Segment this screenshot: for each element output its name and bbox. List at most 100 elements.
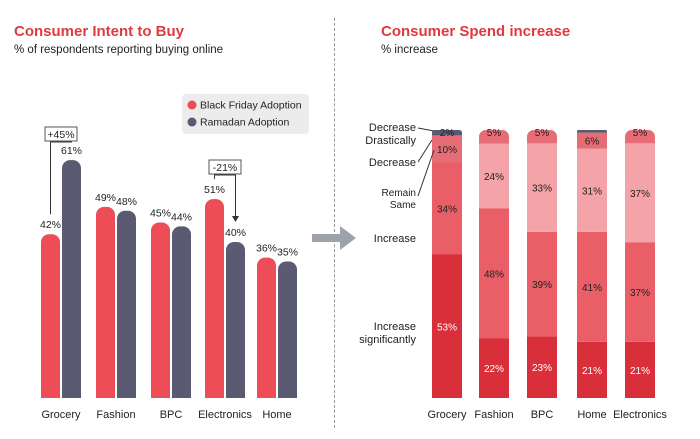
right-chart-title: Consumer Spend increase — [381, 23, 571, 40]
stacked-bar-electronics: 21% 37% 37% 5% — [624, 128, 655, 398]
segment-label-home-2: 31% — [582, 186, 602, 197]
stacked-bar-fashion: 22% 48% 24% 5% — [479, 128, 509, 398]
bar-grocery-series-1 — [62, 160, 81, 398]
segment-grocery-0 — [432, 254, 462, 398]
segment-label-fashion-1: 48% — [484, 269, 504, 280]
data-label-bpc-series-0: 45% — [150, 208, 171, 220]
callout-box-grocery — [44, 126, 78, 142]
legend-label-1: Ramadan Adoption — [200, 117, 289, 129]
right-chart-subtitle: % increase — [381, 44, 438, 56]
segment-label-bpc-2: 33% — [532, 184, 552, 195]
data-label-fashion-series-0: 49% — [95, 192, 116, 204]
x-tick-label-grocery: Grocery — [427, 409, 467, 421]
segment-electronics-1 — [625, 242, 655, 342]
segment-label-bpc-3: 5% — [535, 128, 550, 139]
stacked-bar-grocery: 53% 34% 10% 2% — [432, 128, 462, 398]
segment-home-0 — [577, 341, 607, 398]
bar-electronics-series-1 — [226, 242, 245, 398]
segment-label-bpc-0: 23% — [532, 363, 552, 374]
segment-home-3 — [577, 132, 607, 149]
data-label-home-series-0: 36% — [256, 243, 277, 255]
x-tick-label-grocery: Grocery — [41, 409, 81, 421]
data-label-grocery-series-0: 42% — [40, 219, 61, 231]
segment-label-electronics-3: 5% — [633, 128, 648, 139]
segment-label-bpc-1: 39% — [532, 280, 552, 291]
segment-label-fashion-3: 5% — [487, 128, 502, 139]
callout-arrow-icon-electronics — [232, 216, 239, 222]
segment-grocery-4 — [432, 130, 462, 136]
x-tick-label-bpc: BPC — [160, 409, 183, 421]
bar-electronics-series-0 — [205, 199, 224, 398]
bar-grocery-series-0 — [41, 234, 60, 398]
left-chart-title: Consumer Intent to Buy — [14, 23, 185, 40]
segment-label-fashion-2: 24% — [484, 172, 504, 183]
segment-label-electronics-2: 37% — [630, 189, 650, 200]
segment-fashion-1 — [479, 208, 509, 339]
data-label-home-series-1: 35% — [277, 247, 298, 259]
segment-electronics-3 — [624, 130, 655, 144]
segment-bpc-3 — [527, 130, 557, 144]
segment-label-fashion-0: 22% — [484, 364, 504, 375]
bar-fashion-series-0 — [96, 206, 115, 398]
legend-swatch-0 — [187, 100, 197, 110]
callout-label-grocery: +45% — [47, 129, 74, 141]
bar-bpc-series-1 — [172, 226, 191, 398]
bar-fashion-series-1 — [117, 210, 136, 398]
segment-label-electronics-0: 21% — [630, 366, 650, 377]
level-label-3: Decrease — [369, 157, 416, 169]
level-label-1: Increase — [374, 233, 416, 245]
bar-home-series-1 — [278, 261, 297, 398]
callout-box-electronics — [208, 159, 242, 175]
segment-label-grocery-3: 10% — [437, 145, 457, 156]
segment-label-home-1: 41% — [582, 283, 602, 294]
segment-label-grocery-4: 2% — [440, 128, 455, 139]
segment-fashion-2 — [479, 143, 509, 209]
leader-line-decrease-drastically — [417, 127, 435, 132]
segment-electronics-2 — [625, 143, 655, 243]
x-tick-label-electronics: Electronics — [613, 409, 667, 421]
x-tick-label-home: Home — [577, 409, 606, 421]
segment-fashion-0 — [479, 338, 509, 398]
legend-box — [182, 94, 309, 134]
legend: Black Friday Adoption Ramadan Adoption — [182, 94, 309, 134]
segment-home-4 — [577, 130, 607, 133]
stacked-bar-bpc: 23% 39% 33% 5% — [527, 128, 557, 398]
segment-label-grocery-1: 34% — [437, 205, 457, 216]
x-tick-label-fashion: Fashion — [474, 409, 513, 421]
legend-swatch-1 — [187, 117, 197, 127]
segment-bpc-0 — [527, 336, 557, 398]
data-label-bpc-series-1: 44% — [171, 211, 192, 223]
segment-bpc-1 — [527, 231, 557, 337]
bar-home-series-0 — [257, 257, 276, 398]
segment-label-electronics-1: 37% — [630, 288, 650, 299]
segment-fashion-3 — [479, 130, 509, 144]
x-tick-label-electronics: Electronics — [198, 409, 252, 421]
stacked-bar-home: 21% 41% 31% 6% — [577, 130, 607, 398]
x-tick-label-home: Home — [262, 409, 291, 421]
callout-line-electronics — [214, 174, 236, 216]
bar-bpc-series-0 — [151, 222, 170, 398]
segment-bpc-2 — [527, 143, 557, 232]
segment-home-2 — [577, 148, 607, 232]
segment-label-home-3: 6% — [585, 137, 600, 148]
level-label-0: Increase significantly — [359, 321, 416, 346]
data-label-fashion-series-1: 48% — [116, 196, 137, 208]
left-chart-subtitle: % of respondents reporting buying online — [14, 44, 224, 56]
panel-divider — [334, 18, 335, 428]
callout-label-electronics: -21% — [213, 162, 238, 174]
data-label-grocery-series-1: 61% — [61, 145, 82, 157]
leader-line-remain-same — [417, 149, 435, 197]
x-tick-label-bpc: BPC — [531, 409, 554, 421]
legend-label-0: Black Friday Adoption — [200, 100, 302, 112]
leader-line-decrease — [417, 139, 433, 163]
x-tick-label-fashion: Fashion — [96, 409, 135, 421]
data-label-electronics-series-0: 51% — [204, 184, 225, 196]
segment-grocery-1 — [432, 162, 462, 255]
segment-label-home-0: 21% — [582, 366, 602, 377]
segment-electronics-0 — [625, 341, 655, 398]
segment-home-1 — [577, 231, 607, 342]
data-label-electronics-series-1: 40% — [225, 227, 246, 239]
level-label-2: Remain Same — [382, 188, 417, 211]
